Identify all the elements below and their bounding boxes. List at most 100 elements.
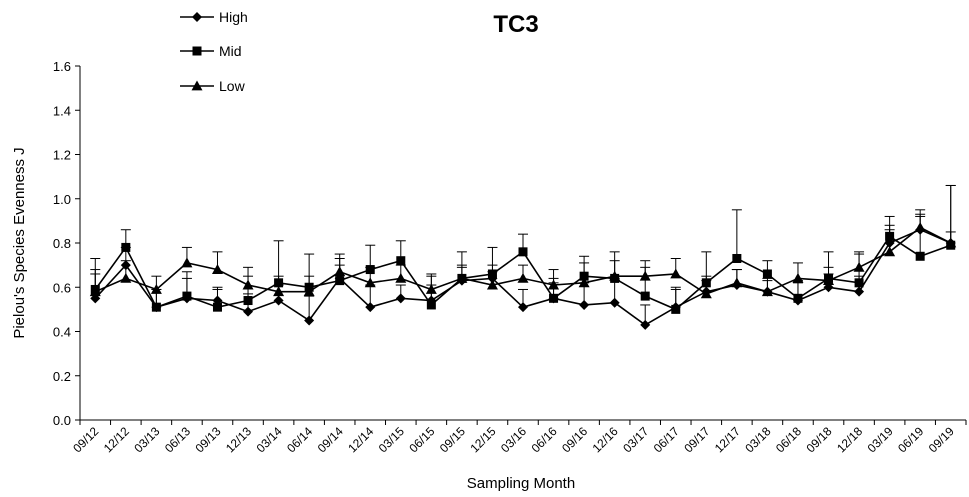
data-point-low — [700, 288, 712, 299]
y-tick-label: 0.0 — [53, 413, 71, 428]
data-point-low — [639, 270, 651, 281]
data-point-low — [578, 277, 590, 288]
x-tick-label: 09/18 — [804, 424, 835, 455]
legend-label-low: Low — [219, 78, 246, 94]
legend-item-mid: Mid — [180, 43, 242, 59]
x-tick-label: 03/18 — [742, 424, 773, 455]
x-tick-label: 09/12 — [70, 424, 101, 455]
x-tick-label: 03/17 — [620, 424, 651, 455]
legend-marker-high — [192, 12, 202, 22]
x-ticks: 09/12 12/12 03/13 06/13 09/13 12/13 03/14 06/14… — [70, 420, 967, 455]
data-point-mid — [335, 276, 345, 286]
data-point-low — [211, 264, 223, 274]
data-point-high — [518, 302, 528, 313]
y-tick-label: 0.2 — [53, 369, 71, 384]
data-point-low — [395, 272, 407, 283]
legend: High Mid Low — [180, 9, 248, 94]
data-point-low — [945, 237, 957, 248]
y-tick-label: 0.4 — [53, 325, 71, 340]
x-tick-label: 03/13 — [131, 424, 162, 455]
data-point-low — [89, 286, 101, 297]
data-point-high — [640, 319, 651, 330]
x-tick-label: 12/13 — [223, 424, 254, 455]
series-layer — [89, 184, 957, 330]
x-tick-label: 09/15 — [437, 424, 468, 455]
legend-item-low: Low — [180, 78, 246, 94]
data-point-high — [609, 297, 620, 308]
legend-marker-low — [191, 80, 203, 91]
y-tick-label: 1.6 — [53, 59, 71, 74]
x-tick-label: 06/19 — [895, 424, 926, 455]
x-tick-label: 09/14 — [315, 424, 346, 455]
data-point-mid — [182, 291, 192, 301]
data-point-high — [365, 302, 376, 313]
x-tick-label: 12/16 — [590, 424, 621, 455]
x-tick-label: 09/16 — [559, 424, 590, 455]
y-tick-label: 1.2 — [53, 148, 71, 163]
data-point-high — [395, 293, 406, 304]
data-point-low — [273, 286, 285, 297]
y-tick-label: 0.6 — [53, 280, 71, 295]
legend-marker-mid — [192, 46, 202, 56]
data-point-mid — [243, 296, 253, 306]
data-point-mid — [732, 253, 742, 263]
x-tick-label: 06/18 — [773, 424, 804, 455]
data-point-mid — [854, 278, 864, 288]
data-point-high — [273, 295, 284, 306]
x-axis-title: Sampling Month — [467, 475, 575, 492]
x-tick-label: 12/12 — [101, 424, 132, 455]
error-bar-mid — [701, 251, 712, 283]
x-tick-label: 09/19 — [926, 424, 957, 455]
data-point-mid — [671, 304, 681, 314]
data-point-low — [242, 279, 254, 290]
y-tick-label: 1.4 — [53, 103, 71, 118]
data-point-low — [761, 286, 773, 297]
data-point-low — [823, 275, 835, 286]
data-point-high — [243, 306, 254, 317]
data-point-high — [579, 299, 590, 310]
x-tick-label: 09/17 — [681, 424, 712, 455]
x-tick-label: 12/15 — [467, 424, 498, 455]
y-tick-label: 1.0 — [53, 192, 71, 207]
data-point-mid — [762, 269, 772, 279]
data-point-low — [364, 277, 376, 288]
chart-title: TC3 — [493, 11, 538, 38]
data-point-mid — [640, 291, 650, 301]
x-tick-label: 03/15 — [376, 424, 407, 455]
data-point-low — [181, 257, 193, 268]
data-point-low — [914, 222, 926, 232]
data-point-mid — [426, 300, 436, 310]
legend-label-high: High — [219, 9, 248, 25]
x-tick-label: 09/13 — [192, 424, 223, 455]
legend-label-mid: Mid — [219, 43, 242, 59]
data-point-low — [548, 279, 560, 290]
data-point-high — [304, 315, 315, 326]
data-point-mid — [915, 251, 925, 261]
data-point-low — [670, 268, 682, 279]
data-point-mid — [518, 247, 528, 257]
x-tick-label: 06/17 — [651, 424, 682, 455]
data-point-low — [120, 272, 132, 283]
data-point-low — [609, 270, 621, 281]
error-bar-mid — [731, 209, 742, 259]
y-axis-title: Pielou's Species Evenness J — [11, 147, 28, 338]
x-tick-label: 03/19 — [865, 424, 896, 455]
data-point-mid — [151, 302, 161, 312]
y-ticks: 0.0 0.2 0.4 0.6 0.8 1.0 1.2 1.4 1.6 — [53, 59, 80, 428]
x-tick-label: 06/15 — [406, 424, 437, 455]
y-tick-label: 0.8 — [53, 236, 71, 251]
x-tick-label: 12/17 — [712, 424, 743, 455]
data-point-mid — [549, 293, 559, 303]
data-point-mid — [121, 242, 131, 252]
data-point-low — [425, 283, 437, 294]
data-point-low — [884, 246, 896, 257]
data-point-mid — [212, 302, 222, 312]
x-tick-label: 03/14 — [254, 424, 285, 455]
data-point-mid — [396, 256, 406, 266]
data-point-low — [853, 261, 865, 272]
data-point-low — [303, 286, 315, 297]
data-point-low — [150, 283, 162, 294]
x-tick-label: 06/16 — [529, 424, 560, 455]
series-low — [89, 209, 957, 299]
data-point-high — [854, 286, 865, 297]
